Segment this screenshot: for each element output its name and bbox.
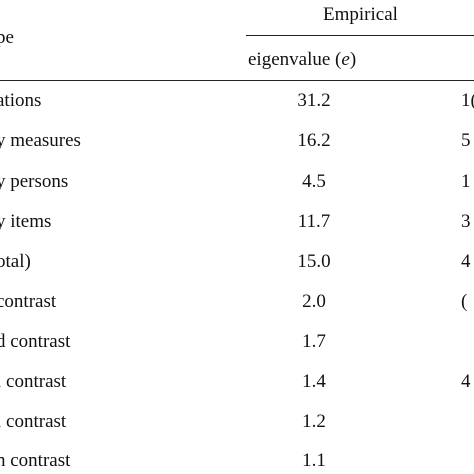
eigenvalue-cell: 11.7 xyxy=(297,211,331,232)
eigenvalue-cell: 1.4 xyxy=(302,371,326,392)
row-label: y items xyxy=(0,211,52,232)
eigenvalue-cell: 16.2 xyxy=(297,130,331,151)
eigenvalue-subheader-var: e xyxy=(341,49,350,70)
next-column-cell: 3 xyxy=(461,211,471,232)
next-column-cell: 1 xyxy=(461,171,471,192)
next-column-cell: ( xyxy=(461,291,468,312)
group-rule xyxy=(246,35,474,36)
row-label: contrast xyxy=(0,291,57,312)
header-bottom-rule xyxy=(0,80,474,81)
next-column-cell: 4 xyxy=(461,371,471,392)
eigenvalue-cell: 2.0 xyxy=(302,291,326,312)
row-label: d contrast xyxy=(0,331,71,352)
next-column-cell: 5 xyxy=(461,130,471,151)
row-label: n contrast xyxy=(0,450,71,471)
eigenvalue-cell: 31.2 xyxy=(297,90,331,111)
eigenvalue-cell: 4.5 xyxy=(302,171,326,192)
eigenvalue-cell: 1.2 xyxy=(302,411,326,432)
row-label: l contrast xyxy=(0,371,67,392)
row-label: ations xyxy=(0,90,42,111)
eigenvalue-cell: 1.1 xyxy=(302,450,326,471)
next-column-cell: 1( xyxy=(461,90,474,111)
row-label: y persons xyxy=(0,171,69,192)
eigenvalue-subheader-text: eigenvalue ( xyxy=(248,49,342,70)
row-label: otal) xyxy=(0,251,31,272)
next-column-cell: 4 xyxy=(461,251,471,272)
row-label-header: pe xyxy=(0,27,14,48)
row-label: i contrast xyxy=(0,411,67,432)
empirical-group-header: Empirical xyxy=(323,4,398,25)
eigenvalue-subheader: eigenvalue (e) xyxy=(248,49,356,71)
eigenvalue-cell: 15.0 xyxy=(297,251,331,272)
eigenvalue-cell: 1.7 xyxy=(302,331,326,352)
eigenvalue-subheader-close: ) xyxy=(349,49,357,70)
row-label: y measures xyxy=(0,130,81,151)
